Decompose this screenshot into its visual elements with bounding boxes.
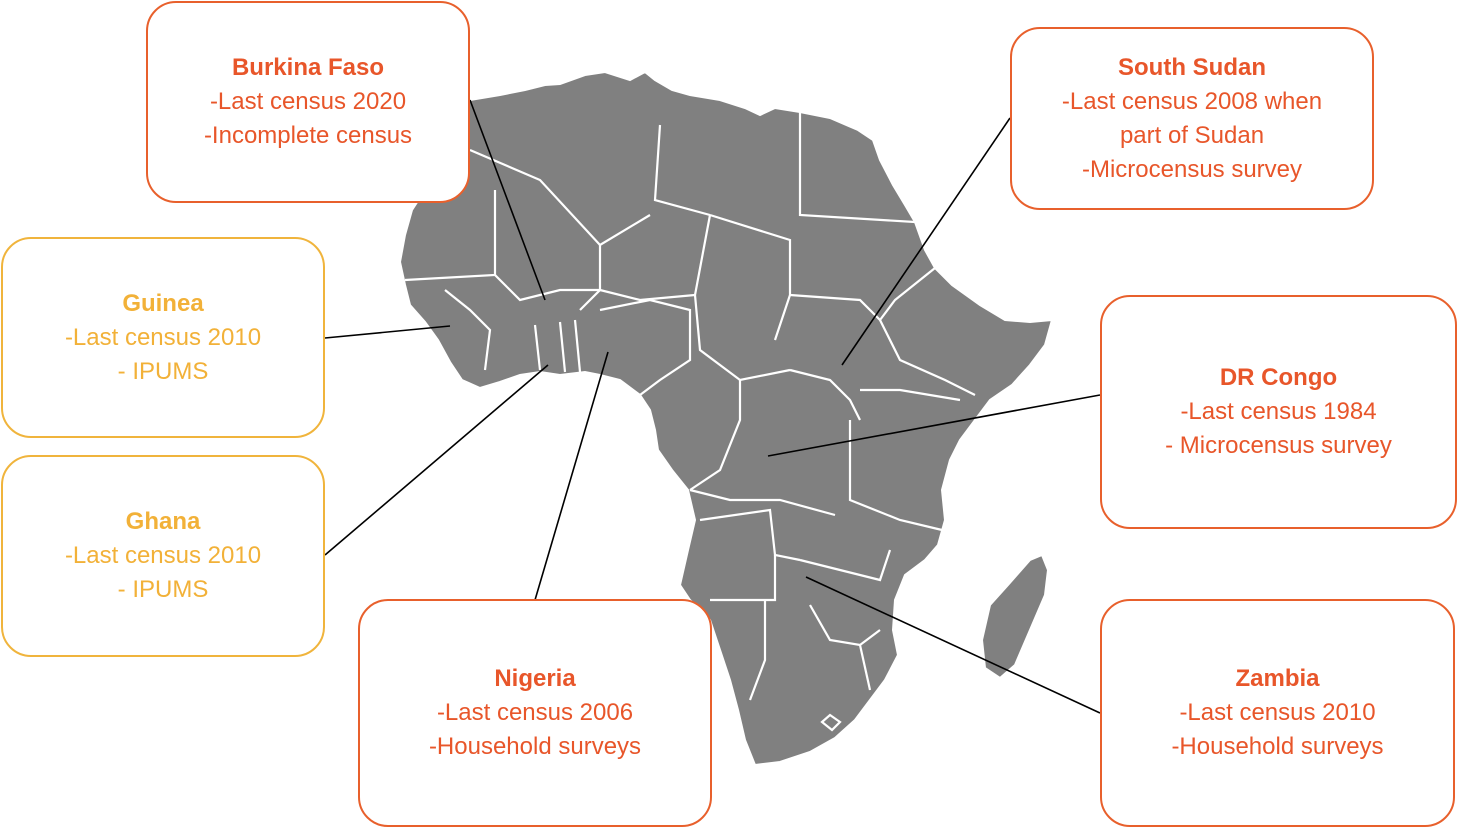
connector-guinea bbox=[324, 325, 451, 339]
callout-title: Ghana bbox=[125, 508, 201, 535]
callout-line: -Last census 2020 bbox=[209, 88, 407, 115]
connector-burkina-faso bbox=[469, 99, 546, 301]
callout-title: DR Congo bbox=[1219, 364, 1338, 391]
connector-nigeria bbox=[534, 351, 609, 601]
callout-line: -Last census 2008 when bbox=[1061, 87, 1323, 115]
callout-title: Zambia bbox=[1235, 665, 1320, 692]
connector-lines bbox=[324, 99, 1101, 714]
callout-title: Burkina Faso bbox=[231, 54, 385, 81]
callout-line: -Last census 1984 bbox=[1180, 398, 1377, 425]
callout-line: - IPUMS bbox=[117, 576, 209, 603]
callout-line: -Last census 2010 bbox=[64, 323, 262, 351]
callout-south-sudan: South Sudan -Last census 2008 when part … bbox=[1010, 27, 1374, 210]
callout-line: - IPUMS bbox=[117, 357, 209, 385]
callout-line: -Household surveys bbox=[428, 733, 642, 760]
callout-line: -Microcensus survey bbox=[1081, 155, 1303, 183]
callout-title: South Sudan bbox=[1118, 53, 1266, 81]
connector-zambia bbox=[805, 576, 1101, 714]
callout-nigeria: Nigeria -Last census 2006 -Household sur… bbox=[358, 599, 712, 827]
africa-landmass bbox=[398, 70, 1054, 767]
callout-line: part of Sudan bbox=[1119, 121, 1265, 149]
callout-burkina-faso: Burkina Faso -Last census 2020 -Incomple… bbox=[146, 1, 470, 203]
callout-line: - Microcensus survey bbox=[1165, 432, 1392, 459]
callout-ghana: Ghana -Last census 2010 - IPUMS bbox=[1, 455, 325, 657]
callout-line: -Last census 2006 bbox=[436, 699, 634, 726]
callout-line: -Incomplete census bbox=[203, 122, 413, 149]
connector-south-sudan bbox=[841, 117, 1011, 366]
callout-zambia: Zambia -Last census 2010 -Household surv… bbox=[1100, 599, 1455, 827]
connector-dr-congo bbox=[767, 394, 1101, 457]
callout-line: -Last census 2010 bbox=[1179, 699, 1376, 726]
callout-title: Guinea bbox=[122, 289, 204, 317]
callout-title: Nigeria bbox=[494, 665, 576, 692]
connector-ghana bbox=[324, 364, 549, 556]
madagascar bbox=[980, 553, 1050, 680]
callout-dr-congo: DR Congo -Last census 1984 - Microcensus… bbox=[1100, 295, 1457, 529]
callout-line: -Household surveys bbox=[1171, 733, 1384, 760]
callout-line: -Last census 2010 bbox=[64, 542, 262, 569]
callout-guinea: Guinea -Last census 2010 - IPUMS bbox=[1, 237, 325, 438]
country-borders bbox=[404, 112, 976, 732]
